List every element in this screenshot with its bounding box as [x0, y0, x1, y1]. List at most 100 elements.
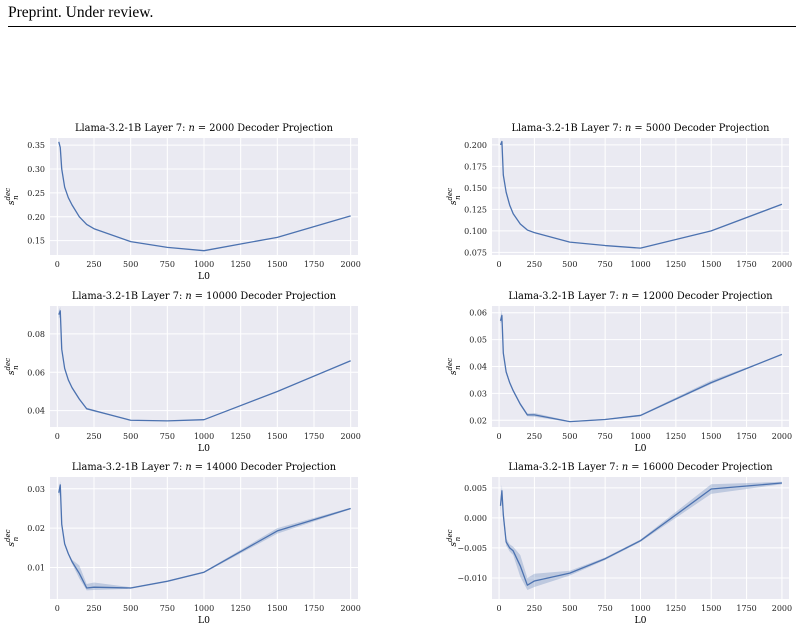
title-text: = 12000 Decoder Projection [628, 291, 773, 302]
x-tick-label: 1750 [736, 260, 756, 269]
chart-panel-4: 0 250 500 750 1000 1250 1500 1750 2000 0.02 0.03 0.… [446, 291, 792, 454]
x-tick-label: 500 [123, 432, 138, 441]
x-tick-label: 0 [497, 260, 502, 269]
y-tick-label: 0.25 [27, 189, 45, 198]
x-tick-label: 1250 [230, 260, 250, 269]
title-variable: n [625, 123, 631, 134]
y-label-main: s [449, 542, 459, 547]
y-axis-label-text: sdecn [4, 358, 20, 375]
title-text: Llama-3.2-1B Layer 7: [508, 291, 621, 302]
x-tick-label: 1750 [304, 604, 324, 613]
x-tick-label: 1000 [194, 260, 214, 269]
y-tick-label: 0.075 [464, 248, 487, 257]
y-axis-label-text: sdecn [4, 529, 20, 546]
title-text: = 5000 Decoder Projection [631, 123, 770, 134]
x-tick-label: 1500 [701, 432, 721, 441]
x-axis-label: L0 [198, 443, 210, 454]
x-tick-label: 1500 [701, 260, 721, 269]
y-tick-label: 0.150 [464, 184, 487, 193]
y-label-sub: n [12, 195, 20, 200]
series-line [58, 484, 351, 589]
x-tick-label: 0 [55, 432, 60, 441]
title-text: Llama-3.2-1B Layer 7: [512, 123, 625, 134]
x-axis-label: L0 [635, 615, 647, 626]
chart-panel-3: 0 250 500 750 1000 1250 1500 1750 2000 0.04 0.06 0.… [4, 291, 361, 454]
y-tick-label: 0.04 [469, 363, 487, 372]
title-text: Llama-3.2-1B Layer 7: [75, 123, 188, 134]
y-label-main: s [449, 370, 459, 375]
series-line [58, 141, 351, 252]
x-tick-label: 750 [160, 260, 175, 269]
x-tick-label: 0 [497, 604, 502, 613]
y-tick-label: 0.20 [27, 213, 45, 222]
x-tick-label: 1250 [666, 260, 686, 269]
y-label-sub: n [454, 195, 462, 200]
chart-title: Llama-3.2-1B Layer 7: n = 5000 Decoder P… [512, 123, 771, 134]
y-label-sub: n [12, 536, 20, 541]
x-tick-label: 1750 [304, 432, 324, 441]
chart-title: Llama-3.2-1B Layer 7: n = 14000 Decoder … [72, 462, 337, 473]
y-axis-label: sdecn [446, 188, 462, 205]
x-tick-label: 500 [123, 260, 138, 269]
title-variable: n [622, 462, 628, 473]
chart-panel-1: 0 250 500 750 1000 1250 1500 1750 2000 0.15 0.20 0.… [4, 123, 361, 282]
title-text: Llama-3.2-1B Layer 7: [508, 462, 621, 473]
chart-title: Llama-3.2-1B Layer 7: n = 12000 Decoder … [508, 291, 773, 302]
chart-title: Llama-3.2-1B Layer 7: n = 10000 Decoder … [72, 291, 337, 302]
y-axis-label-text: sdecn [446, 358, 462, 375]
y-tick-label: 0.02 [27, 524, 45, 533]
x-tick-label: 2000 [772, 260, 792, 269]
x-tick-label: 1500 [701, 604, 721, 613]
y-tick-label: 0.30 [27, 165, 45, 174]
y-tick-label: 0.02 [469, 416, 487, 425]
y-label-main: s [7, 542, 17, 547]
x-tick-label: 750 [598, 260, 613, 269]
series-line [499, 314, 783, 423]
x-tick-label: 1750 [736, 604, 756, 613]
title-variable: n [622, 291, 628, 302]
x-tick-label: 750 [160, 604, 175, 613]
x-tick-label: 2000 [340, 432, 360, 441]
y-axis-label: sdecn [446, 358, 462, 375]
y-tick-label: 0.01 [27, 564, 45, 573]
chart-panel-2: 0 250 500 750 1000 1250 1500 1750 2000 0.075 0.100… [446, 123, 792, 269]
title-text: = 14000 Decoder Projection [192, 462, 337, 473]
x-tick-label: 1750 [736, 432, 756, 441]
y-label-sup: dec [446, 529, 454, 542]
y-tick-label: 0.08 [27, 330, 45, 339]
y-axis-label-text: sdecn [446, 188, 462, 205]
page-header: Preprint. Under review. [8, 4, 154, 21]
x-axis-label: L0 [635, 443, 647, 454]
x-tick-label: 1250 [666, 604, 686, 613]
y-axis-label: sdecn [4, 188, 20, 205]
x-tick-label: 250 [527, 260, 542, 269]
x-tick-label: 2000 [340, 604, 360, 613]
y-label-sup: dec [446, 188, 454, 201]
y-tick-label: 0.100 [464, 227, 487, 236]
x-tick-label: 1250 [666, 432, 686, 441]
y-label-sup: dec [4, 188, 12, 201]
x-tick-label: 1500 [267, 432, 287, 441]
x-tick-label: 0 [497, 432, 502, 441]
y-tick-label: 0.05 [469, 336, 487, 345]
chart-title: Llama-3.2-1B Layer 7: n = 16000 Decoder … [508, 462, 773, 473]
y-tick-label: 0.03 [469, 389, 487, 398]
x-tick-label: 1500 [267, 604, 287, 613]
x-tick-label: 500 [562, 604, 577, 613]
title-variable: n [185, 291, 191, 302]
y-axis-label: sdecn [446, 529, 462, 546]
x-tick-label: 1500 [267, 260, 287, 269]
title-text: Llama-3.2-1B Layer 7: [72, 291, 185, 302]
x-axis-label: L0 [198, 615, 210, 626]
title-variable: n [189, 123, 195, 134]
series-line [499, 482, 782, 586]
x-tick-label: 1000 [630, 432, 650, 441]
header-rule [8, 26, 796, 27]
x-tick-label: 1750 [304, 260, 324, 269]
title-text: = 2000 Decoder Projection [195, 123, 334, 134]
title-text: = 16000 Decoder Projection [628, 462, 773, 473]
x-tick-label: 250 [86, 260, 101, 269]
y-label-main: s [449, 200, 459, 205]
y-tick-label: 0.000 [464, 514, 487, 523]
